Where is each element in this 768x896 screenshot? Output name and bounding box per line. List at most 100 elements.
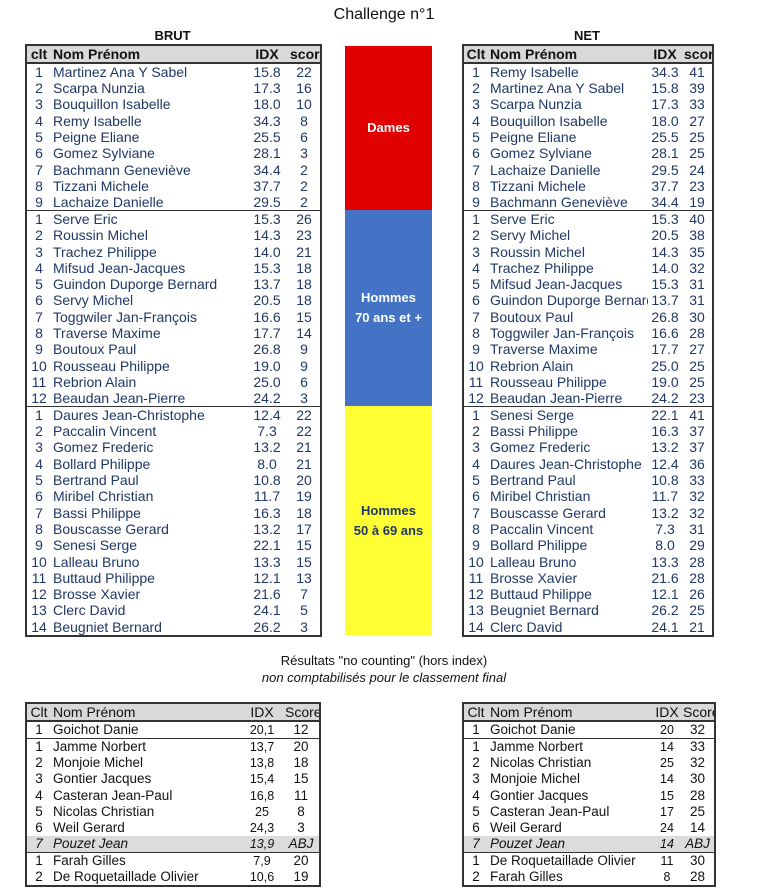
cell-name: Toggwiler Jan-François bbox=[490, 325, 634, 341]
cell-idx: 21.6 bbox=[651, 569, 679, 586]
cell-name: Martinez Ana Y Sabel bbox=[53, 64, 188, 80]
table-row: 9 Bollard Philippe 8.0 29 bbox=[463, 537, 713, 553]
cell-idx: 29.5 bbox=[651, 161, 679, 178]
table-row: 5 Guindon Duporge Bernard 13.7 18 bbox=[26, 276, 321, 292]
header-idx: IDX bbox=[648, 45, 682, 64]
table-row: 1 Farah Gilles 7,9 20 bbox=[26, 852, 320, 870]
cell-name: Clerc David bbox=[53, 602, 126, 619]
cell-rank: 2 bbox=[35, 227, 43, 244]
table-row: 10 Rousseau Philippe 19.0 9 bbox=[26, 357, 321, 374]
cell-name: Bachmann Geneviève bbox=[53, 161, 191, 178]
cell-rank: 8 bbox=[472, 325, 480, 341]
cell-score: 39 bbox=[689, 80, 705, 97]
cell-score: 8 bbox=[300, 112, 308, 129]
no-counting-title: Résultats "no counting" (hors index) bbox=[280, 653, 488, 668]
cell-idx: 11 bbox=[653, 852, 681, 870]
table-row: 9 Traverse Maxime 17.7 27 bbox=[463, 341, 713, 357]
cell-rank: 5 bbox=[35, 129, 43, 146]
cell-name: Gomez Sylviane bbox=[490, 145, 592, 162]
table-row: 5 Bertrand Paul 10.8 20 bbox=[26, 472, 321, 488]
table-row: 8 Paccalin Vincent 7.3 31 bbox=[463, 521, 713, 537]
table-row: 3 Scarpa Nunzia 17.3 33 bbox=[463, 96, 713, 112]
cell-score: 22 bbox=[296, 64, 312, 80]
cell-rank: 9 bbox=[472, 537, 480, 554]
cell-name: Weil Gerard bbox=[490, 820, 562, 836]
header-idx: IDX bbox=[246, 45, 288, 64]
page-title: Challenge n°1 bbox=[333, 6, 435, 23]
cell-idx: 13,8 bbox=[249, 756, 275, 771]
cell-rank: 11 bbox=[31, 373, 47, 390]
cell-score: 25 bbox=[689, 357, 705, 374]
cell-score: 25 bbox=[689, 804, 706, 820]
cell-score: 41 bbox=[689, 64, 705, 80]
table-row: 3 Gomez Frederic 13.2 37 bbox=[463, 439, 713, 455]
cell-idx: 34.3 bbox=[253, 112, 281, 129]
table-row: 4 Remy Isabelle 34.3 8 bbox=[26, 113, 321, 129]
cell-score: 23 bbox=[689, 390, 705, 407]
table-row: 6 Miribel Christian 11.7 19 bbox=[26, 488, 321, 504]
cell-rank: 2 bbox=[472, 423, 480, 440]
cell-rank: 1 bbox=[35, 64, 43, 80]
cell-name: Senesi Serge bbox=[488, 406, 648, 424]
table-row: 1 Jamme Norbert 13,7 20 bbox=[26, 738, 320, 755]
table-row: 3 Gontier Jacques 15,4 15 bbox=[26, 771, 320, 787]
cell-idx: 14.3 bbox=[253, 227, 281, 244]
header-rank: Clt bbox=[26, 703, 51, 722]
cell-idx: 12.1 bbox=[651, 586, 679, 603]
cell-idx: 13.7 bbox=[253, 276, 281, 293]
table-row: 6 Gomez Sylviane 28.1 25 bbox=[463, 145, 713, 161]
table-row: 2 Nicolas Christian 25 32 bbox=[463, 755, 715, 771]
cell-idx: 17.3 bbox=[253, 80, 281, 97]
net-label: NET bbox=[574, 28, 600, 43]
table-row: 7 Pouzet Jean 13,9 ABJ bbox=[26, 836, 320, 853]
category-dames: Dames bbox=[345, 46, 432, 210]
cell-rank: 6 bbox=[472, 820, 480, 836]
table-row: 4 Bouquillon Isabelle 18.0 27 bbox=[463, 113, 713, 129]
cell-rank: 5 bbox=[35, 276, 43, 293]
table-row: 4 Trachez Philippe 14.0 32 bbox=[463, 260, 713, 276]
cell-score: 12 bbox=[293, 722, 309, 737]
cell-idx: 13.2 bbox=[253, 520, 281, 537]
cell-name: Lachaize Danielle bbox=[53, 194, 164, 211]
cell-idx: 14.0 bbox=[253, 243, 281, 260]
cell-idx: 15,4 bbox=[249, 772, 275, 787]
cell-score: 41 bbox=[682, 406, 713, 424]
table-row: 2 Farah Gilles 8 28 bbox=[463, 869, 715, 886]
table-row: 9 Boutoux Paul 26.8 9 bbox=[26, 341, 321, 357]
cell-idx: 14.3 bbox=[651, 243, 679, 260]
header-rank: clt bbox=[26, 45, 51, 64]
cell-idx: 7,9 bbox=[241, 852, 283, 870]
cell-name: Gomez Sylviane bbox=[53, 145, 155, 162]
cell-score: 32 bbox=[689, 488, 705, 505]
cell-idx: 16.6 bbox=[253, 308, 281, 325]
cell-idx: 7.3 bbox=[257, 423, 277, 440]
cell-rank: 1 bbox=[472, 64, 480, 80]
cell-idx: 26.8 bbox=[651, 308, 679, 325]
cell-rank: 2 bbox=[35, 423, 43, 440]
cell-score: ABJ bbox=[681, 836, 715, 853]
cell-rank: 1 bbox=[463, 210, 488, 228]
cell-name: Lalleau Bruno bbox=[53, 553, 140, 570]
cell-name: Casteran Jean-Paul bbox=[53, 787, 173, 803]
cell-name: Buttaud Philippe bbox=[53, 569, 155, 586]
cell-score: 9 bbox=[300, 341, 308, 358]
cell-rank: 3 bbox=[472, 243, 480, 260]
cell-name: Servy Michel bbox=[53, 292, 134, 309]
table-row: 14 Clerc David 24.1 21 bbox=[463, 619, 713, 636]
cell-rank: 4 bbox=[472, 787, 480, 803]
cell-rank: 1 bbox=[463, 406, 488, 424]
cell-name: Nicolas Christian bbox=[490, 755, 592, 771]
cell-name: Jamme Norbert bbox=[51, 738, 241, 755]
table-row: 11 Rousseau Philippe 19.0 25 bbox=[463, 374, 713, 390]
cell-rank: 3 bbox=[35, 243, 43, 260]
cell-rank: 7 bbox=[463, 836, 488, 853]
table-row: 6 Servy Michel 20.5 18 bbox=[26, 292, 321, 308]
cell-name: Gontier Jacques bbox=[53, 771, 152, 787]
cell-name: Goichot Danie bbox=[53, 722, 139, 737]
cell-name: Farah Gilles bbox=[490, 869, 563, 885]
cell-idx: 26.2 bbox=[253, 618, 281, 635]
table-row: 2 Roussin Michel 14.3 23 bbox=[26, 227, 321, 243]
cell-idx: 14 bbox=[660, 772, 674, 787]
